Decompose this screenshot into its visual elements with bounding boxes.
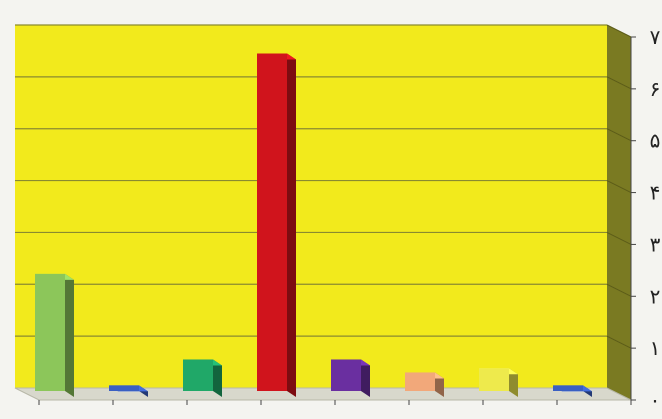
y-tick-label: ۷ (650, 25, 661, 49)
bar-front (331, 359, 361, 391)
bars (35, 53, 592, 398)
y-tick-label: ۰ (650, 388, 661, 412)
y-axis: ۰ ۱ ۲ ۳ ۴ ۵ ۶ ۷ (38, 25, 661, 412)
bar-side (509, 368, 518, 397)
gridline-side (606, 128, 632, 142)
y-tick-label: ۶ (650, 77, 661, 101)
gridlines (15, 24, 632, 349)
gridline-side (606, 180, 632, 194)
plot-background (15, 25, 607, 388)
bar (331, 359, 370, 397)
bar (553, 385, 592, 397)
y-tick-label: ۲ (650, 284, 661, 308)
gridline-side (606, 283, 632, 297)
bar-side (213, 359, 222, 397)
bar-front (479, 368, 509, 391)
gridline-side (606, 76, 632, 90)
bar (257, 53, 296, 398)
bar-front (109, 385, 139, 391)
bar (479, 368, 518, 397)
bar-front (257, 53, 287, 392)
bar-front (35, 273, 65, 391)
bar-front (405, 372, 435, 391)
bar-side (65, 273, 74, 397)
plot-area (14, 25, 632, 401)
gridline-side (606, 24, 632, 38)
gridline-side (606, 231, 632, 245)
bar-side (361, 359, 370, 397)
side-wall (607, 25, 631, 400)
floor (14, 387, 632, 401)
y-tick-label: ۵ (650, 129, 661, 153)
bar-side (287, 53, 296, 398)
bar (183, 359, 222, 397)
y-tick-label: ۱ (650, 336, 661, 360)
bar (405, 372, 444, 397)
bar-front (553, 385, 583, 391)
y-tick-label: ۳ (650, 232, 661, 256)
y-tick-label: ۴ (650, 181, 661, 205)
bar-front (183, 359, 213, 391)
gridline-side (606, 335, 632, 349)
bar (35, 273, 74, 397)
bar (109, 385, 148, 397)
bar-side (435, 372, 444, 397)
